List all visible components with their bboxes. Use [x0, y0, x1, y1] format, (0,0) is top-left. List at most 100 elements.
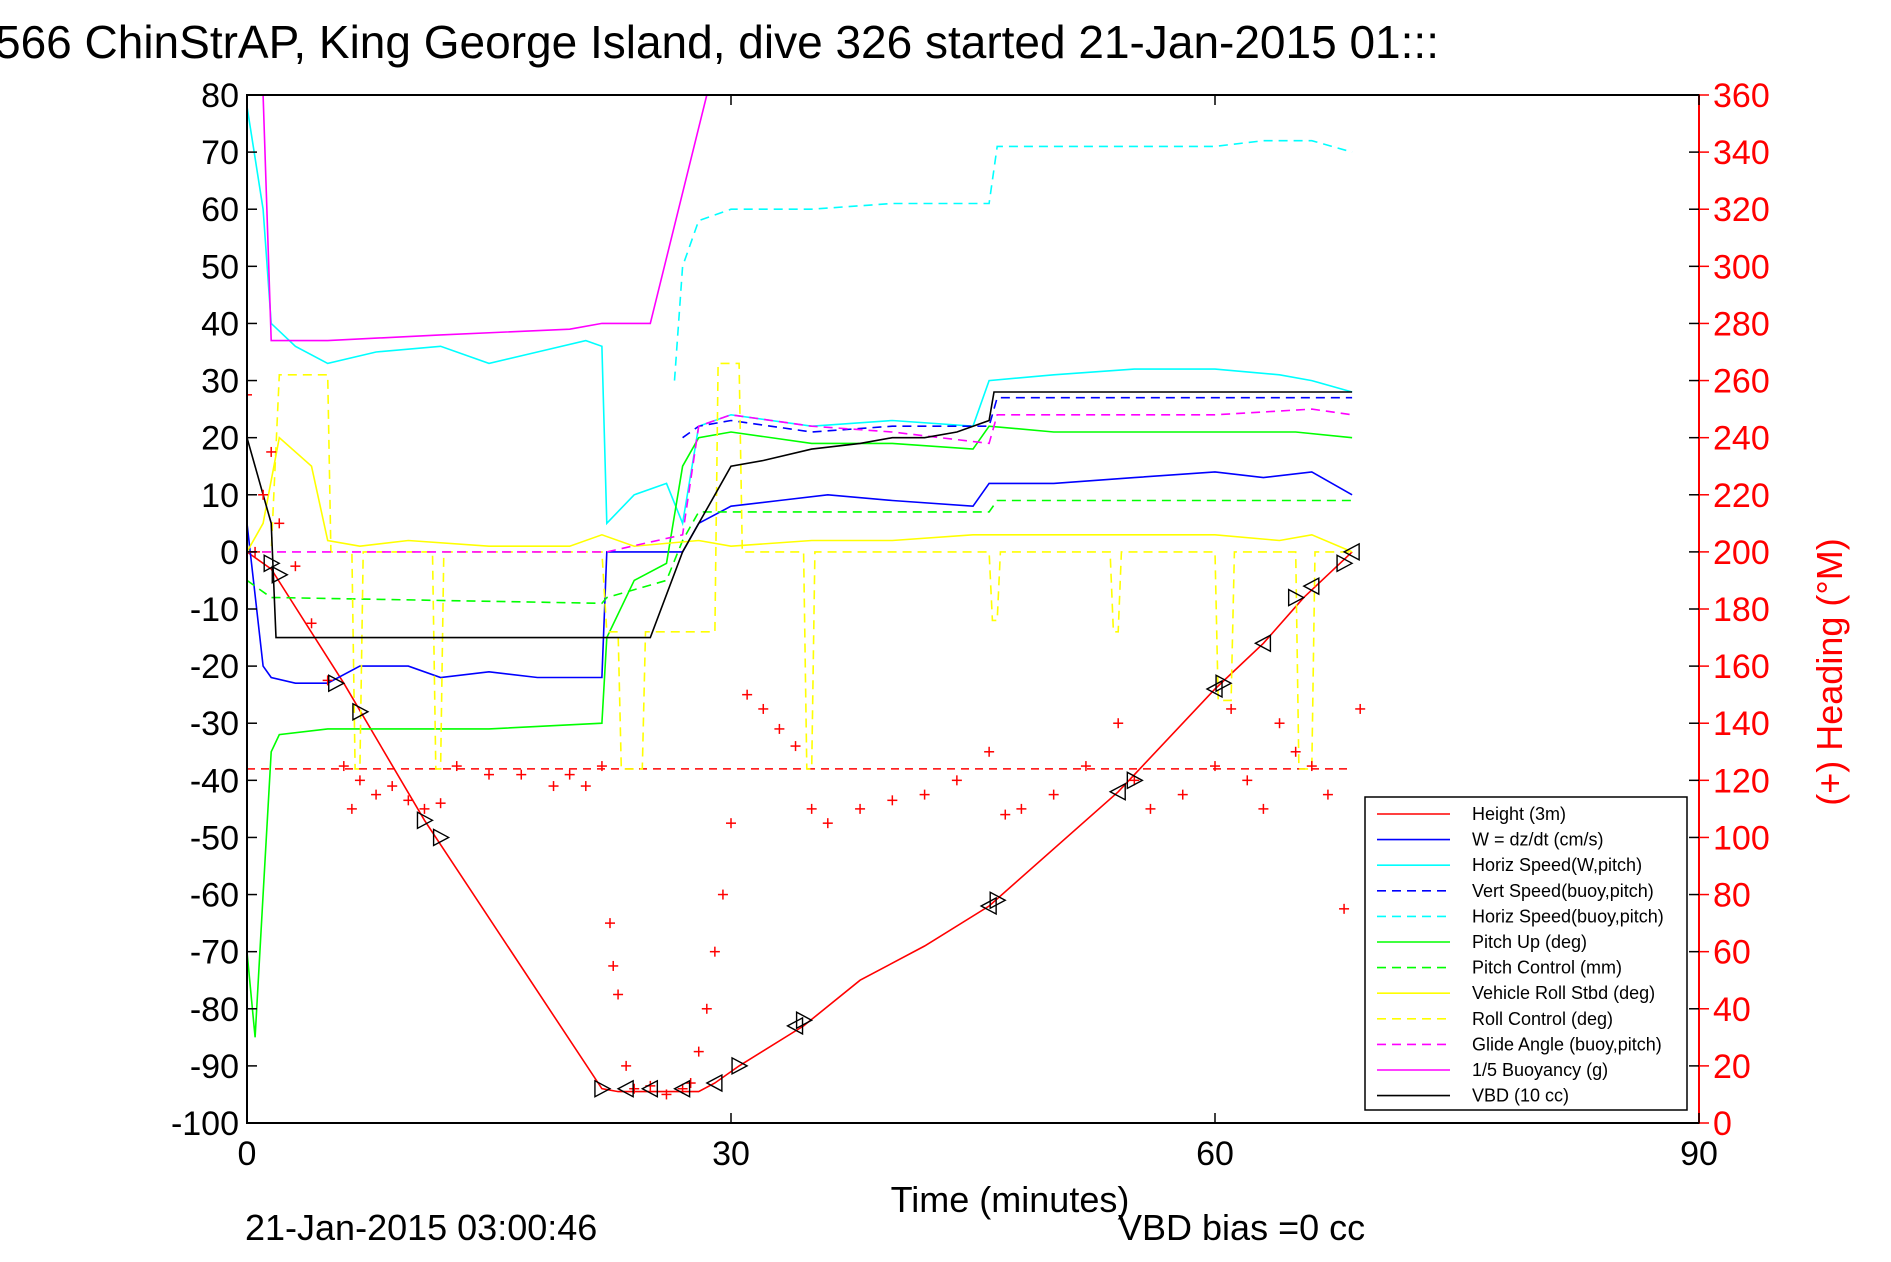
legend-label: Pitch Control (mm)	[1472, 958, 1622, 978]
right-tick-label: 60	[1713, 934, 1751, 972]
heading-point	[484, 769, 494, 780]
legend-label: Horiz Speed(W,pitch)	[1472, 855, 1642, 875]
legend-label: 1/5 Buoyancy (g)	[1472, 1060, 1608, 1080]
triangle-marker	[432, 828, 451, 847]
legend: Height (3m) W = dz/dt (cm/s) Horiz Speed(W…	[1364, 796, 1688, 1111]
y-tick-label: -20	[190, 648, 239, 686]
legend-label: Vehicle Roll Stbd (deg)	[1472, 983, 1655, 1003]
heading-point	[451, 761, 462, 772]
right-axis: 0 20 40 60 80 100 120 140 160 180 200 220 240 260 280 3…	[1699, 77, 1770, 1143]
heading-point	[564, 769, 575, 780]
heading-point	[605, 918, 615, 929]
heading-point	[855, 803, 866, 814]
heading-point	[790, 741, 801, 752]
right-tick-label: 240	[1713, 420, 1770, 458]
heading-point	[338, 761, 349, 772]
heading-point	[1177, 789, 1188, 800]
heading-point	[1242, 775, 1253, 786]
heading-point	[1226, 703, 1237, 714]
right-tick-label: 280	[1713, 305, 1770, 343]
triangle-marker	[786, 1016, 804, 1036]
heading-point	[887, 795, 898, 806]
right-axis-label: (+) Heading (°M)	[1809, 538, 1850, 805]
triangle-marker	[640, 1079, 659, 1098]
heading-point	[822, 818, 833, 829]
series-layer	[247, 95, 1353, 1093]
right-tick-label: 80	[1713, 877, 1751, 915]
legend-label: Horiz Speed(buoy,pitch)	[1472, 906, 1664, 926]
heading-point	[346, 803, 357, 814]
heading-point	[371, 789, 382, 800]
x-tick-label: 60	[1196, 1135, 1234, 1173]
heading-point	[258, 489, 269, 500]
series-horiz-speed-buoy-pitch	[673, 139, 1353, 381]
heading-point	[608, 960, 619, 971]
heading-point	[1016, 803, 1027, 814]
heading-point	[1322, 789, 1333, 800]
right-tick-label: 160	[1713, 648, 1770, 686]
heading-point	[580, 781, 591, 792]
heading-point	[274, 518, 285, 529]
heading-point	[661, 1089, 672, 1100]
y-tick-label: 60	[201, 191, 239, 229]
heading-point	[403, 795, 414, 806]
x-tick-label: 30	[712, 1135, 750, 1173]
right-tick-label: 140	[1713, 705, 1770, 743]
legend-label: Vert Speed(buoy,pitch)	[1472, 881, 1654, 901]
footer-date: 21-Jan-2015 03:00:46	[245, 1207, 597, 1248]
right-tick-label: 20	[1713, 1048, 1751, 1086]
legend-label: VBD (10 cc)	[1472, 1086, 1569, 1106]
legend-label: W = dz/dt (cm/s)	[1472, 830, 1604, 850]
heading-point	[1080, 761, 1091, 772]
triangle-marker	[271, 565, 289, 584]
y-tick-label: 50	[201, 248, 239, 286]
triangle-marker	[616, 1079, 634, 1098]
triangle-marker	[705, 1073, 723, 1093]
right-tick-label: 320	[1713, 191, 1770, 229]
series-pitch-control-mm	[247, 499, 1353, 605]
heading-point	[774, 723, 785, 734]
right-tick-label: 260	[1713, 363, 1770, 401]
y-tick-label: 20	[201, 420, 239, 458]
triangle-marker	[594, 1079, 612, 1098]
series-vehicle-roll-stbd-deg	[247, 436, 1353, 553]
y-tick-label: -10	[190, 591, 239, 629]
heading-point	[290, 561, 301, 572]
series-height-3m	[247, 551, 1353, 1093]
y-tick-label: 10	[201, 477, 239, 515]
heading-point	[1129, 775, 1140, 786]
heading-point	[709, 946, 720, 957]
heading-point	[1355, 703, 1366, 714]
y-tick-label: -50	[190, 819, 239, 857]
footer-vbd-bias: VBD bias =0 cc	[1118, 1207, 1365, 1248]
triangle-marker	[1215, 674, 1233, 693]
series-1-5-buoyancy-g	[262, 95, 708, 342]
legend-box	[1364, 796, 1688, 1111]
left-axis: -100-90-80-70-60-50-40-30-20-10010203040…	[171, 77, 1699, 1143]
x-axis: 0 30 60 90	[238, 95, 1718, 1173]
heading-point	[1274, 718, 1285, 729]
heading-point	[685, 1078, 696, 1089]
heading-point	[1000, 809, 1011, 820]
y-tick-label: 30	[201, 363, 239, 401]
heading-point	[247, 389, 252, 400]
heading-point	[516, 769, 527, 780]
heading-point	[596, 761, 607, 772]
x-axis-label: Time (minutes)	[891, 1179, 1130, 1220]
heading-point	[1290, 746, 1301, 757]
triangle-marker	[1302, 576, 1320, 596]
legend-label: Glide Angle (buoy,pitch)	[1472, 1034, 1662, 1054]
heading-point	[1113, 718, 1124, 729]
series-w-dz-dt-cm-s	[247, 471, 1353, 685]
triangle-marker	[1126, 771, 1144, 790]
triangle-marker	[1287, 588, 1306, 607]
heading-point	[548, 781, 559, 792]
y-tick-label: 80	[201, 77, 239, 115]
heading-point	[677, 1083, 688, 1094]
heading-point	[742, 689, 753, 700]
heading-point	[419, 803, 430, 814]
triangle-marker	[1108, 782, 1126, 801]
series-vert-speed-buoy-pitch	[682, 396, 1353, 439]
heading-point	[1145, 803, 1156, 814]
heading-point	[629, 1083, 640, 1094]
